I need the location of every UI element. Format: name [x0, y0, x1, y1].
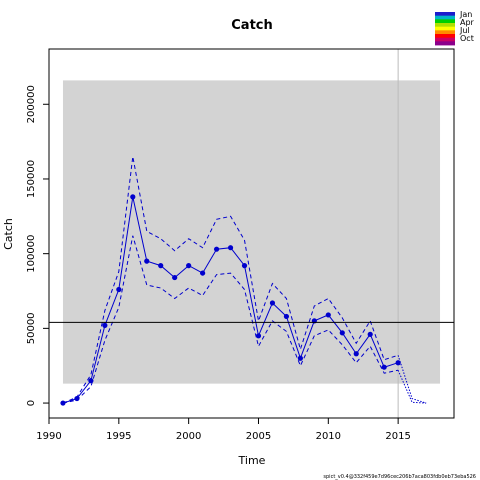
- legend-color-swatch: [435, 41, 455, 46]
- data-point: [158, 263, 164, 269]
- legend-color-swatch: [435, 26, 455, 31]
- plot-frame: [48, 48, 455, 419]
- y-tick-label: 150000: [26, 160, 37, 198]
- legend-color-swatch: [435, 15, 455, 20]
- legend-color-swatch: [435, 12, 455, 17]
- legend-entry: Oct: [460, 34, 474, 43]
- data-point: [200, 270, 206, 276]
- data-point: [367, 331, 373, 337]
- legend-color-swatch: [435, 37, 455, 42]
- data-point: [102, 322, 108, 328]
- legend-color-swatch: [435, 23, 455, 28]
- data-point: [297, 355, 303, 361]
- y-tick-label: 0: [26, 400, 37, 406]
- data-point: [241, 263, 248, 269]
- series-predicted-upper-line: [397, 355, 427, 404]
- series-layer: [60, 156, 427, 406]
- series-upper-ci-line: [62, 156, 399, 404]
- data-point: [325, 312, 331, 318]
- data-point: [172, 274, 178, 281]
- data-point: [116, 286, 122, 293]
- data-point: [213, 246, 220, 252]
- x-tick-label: 2005: [246, 431, 271, 442]
- data-point: [186, 263, 192, 269]
- y-axis-label: Catch: [2, 218, 15, 250]
- x-tick-label: 2015: [385, 431, 410, 442]
- legend-entry: Jan: [459, 10, 472, 19]
- legend-entry: Apr: [460, 18, 475, 27]
- data-point: [381, 364, 387, 370]
- data-point: [130, 194, 136, 200]
- data-point: [353, 351, 359, 357]
- y-tick-label: 200000: [26, 85, 37, 123]
- data-point: [227, 245, 234, 251]
- data-point: [255, 333, 262, 339]
- chart-title: Catch: [231, 18, 273, 33]
- data-point: [395, 360, 401, 366]
- y-tick-label: 50000: [26, 312, 37, 344]
- shaded-region: [62, 80, 441, 384]
- axes: 1990 1995 2000 2005 2010 2015 0 50000 100000 1500…: [26, 85, 411, 442]
- data-point: [144, 258, 150, 264]
- y-tick-label: 100000: [26, 235, 37, 273]
- legend-entry: Jul: [459, 26, 470, 35]
- data-point: [269, 300, 276, 306]
- data-point: [339, 330, 345, 336]
- data-point: [283, 313, 290, 320]
- legend-color-swatch: [435, 34, 455, 39]
- x-tick-label: 1995: [106, 431, 131, 442]
- x-tick-label: 2010: [316, 431, 341, 442]
- data-point: [88, 378, 94, 384]
- x-axis-label: Time: [238, 454, 266, 467]
- footer-text: spict_v0.4@332f459e7d96cec206b7aca803fdb…: [323, 474, 476, 480]
- x-tick-label: 2000: [176, 431, 201, 442]
- legend-color-swatch: [435, 30, 455, 35]
- data-point: [60, 400, 66, 406]
- series-lower-ci-line: [62, 235, 399, 404]
- x-tick-label: 1990: [36, 431, 61, 442]
- legend-color-swatch: [435, 19, 455, 24]
- data-point: [74, 395, 80, 402]
